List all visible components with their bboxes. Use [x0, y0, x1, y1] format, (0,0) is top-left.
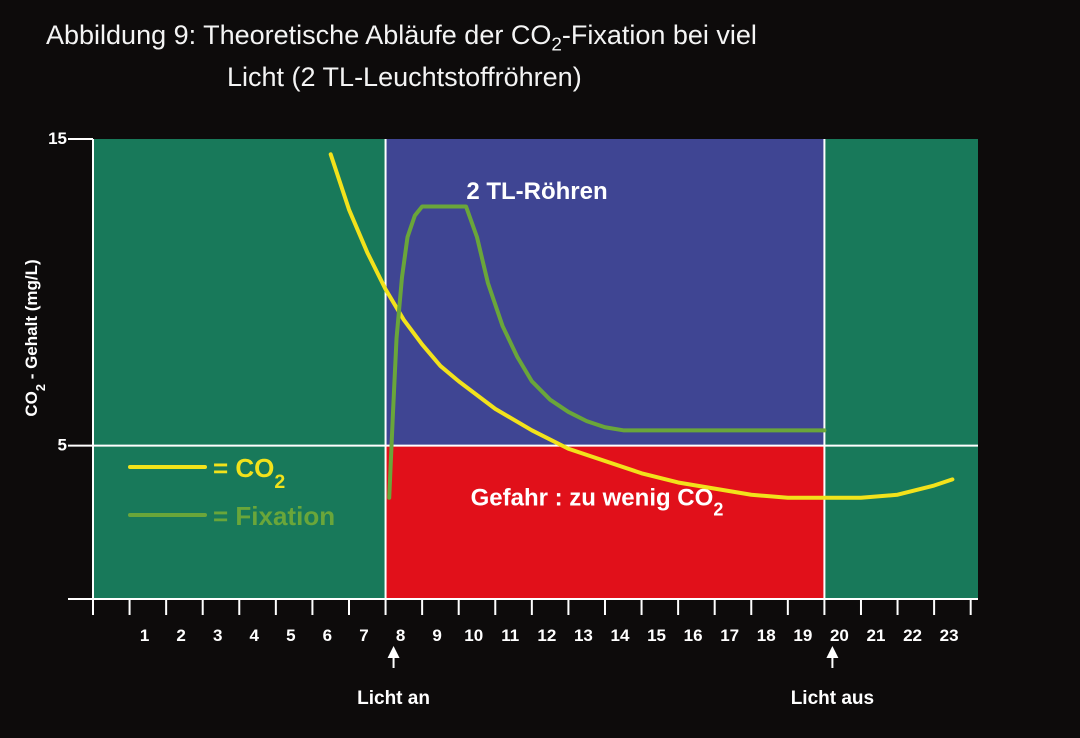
x-tick-label: 3: [213, 626, 222, 645]
annotation-arrow-head: [387, 646, 400, 658]
x-tick-label: 16: [684, 626, 703, 645]
x-tick-label: 20: [830, 626, 849, 645]
x-tick-label: 12: [537, 626, 556, 645]
x-tick-label: 18: [757, 626, 776, 645]
annotation-label: Licht an: [357, 688, 430, 709]
figure-title-line2: Licht (2 TL-Leuchtstoffröhren): [227, 62, 582, 92]
region-danger: [385, 445, 825, 599]
x-tick-label: 23: [940, 626, 959, 645]
x-tick-label: 2: [176, 626, 185, 645]
region-light: [385, 139, 825, 446]
x-tick-label: 21: [867, 626, 886, 645]
annotation-arrow-head: [826, 646, 839, 658]
x-tick-label: 15: [647, 626, 666, 645]
x-tick-label: 14: [611, 626, 630, 645]
legend-label-fixation: = Fixation: [213, 501, 335, 531]
x-tick-label: 4: [250, 626, 260, 645]
x-tick-label: 11: [501, 626, 519, 645]
x-tick-label: 7: [359, 626, 368, 645]
annotation-label: Licht aus: [791, 688, 874, 709]
x-tick-label: 13: [574, 626, 593, 645]
series-line-fixation: [387, 204, 827, 500]
figure-title-line1: Abbildung 9: Theoretische Abläufe der CO…: [46, 20, 757, 55]
series-line-co2: [328, 152, 955, 500]
region-label-light: 2 TL-Röhren: [466, 178, 607, 205]
y-tick-label: 15: [48, 129, 67, 148]
title-text-pre: Abbildung 9: Theoretische Abläufe der CO: [46, 20, 552, 50]
title-subscript: 2: [551, 34, 562, 56]
x-tick-label: 19: [793, 626, 812, 645]
x-tick-label: 5: [286, 626, 295, 645]
x-tick-label: 10: [464, 626, 483, 645]
region-label-danger: Gefahr : zu wenig CO2: [471, 484, 724, 519]
region-dark-left: [93, 139, 386, 599]
x-tick-label: 8: [396, 626, 405, 645]
x-tick-label: 9: [432, 626, 441, 645]
region-dark-right: [824, 139, 978, 599]
x-tick-label: 17: [720, 626, 739, 645]
legend-label-co2: = CO2: [213, 453, 285, 493]
y-tick-label: 5: [58, 436, 67, 455]
x-tick-label: 6: [323, 626, 332, 645]
title-text-post: -Fixation bei viel: [561, 20, 757, 50]
x-tick-label: 22: [903, 626, 922, 645]
x-tick-label: 1: [140, 626, 149, 645]
y-axis-label: CO2 - Gehalt (mg/L): [22, 259, 48, 416]
